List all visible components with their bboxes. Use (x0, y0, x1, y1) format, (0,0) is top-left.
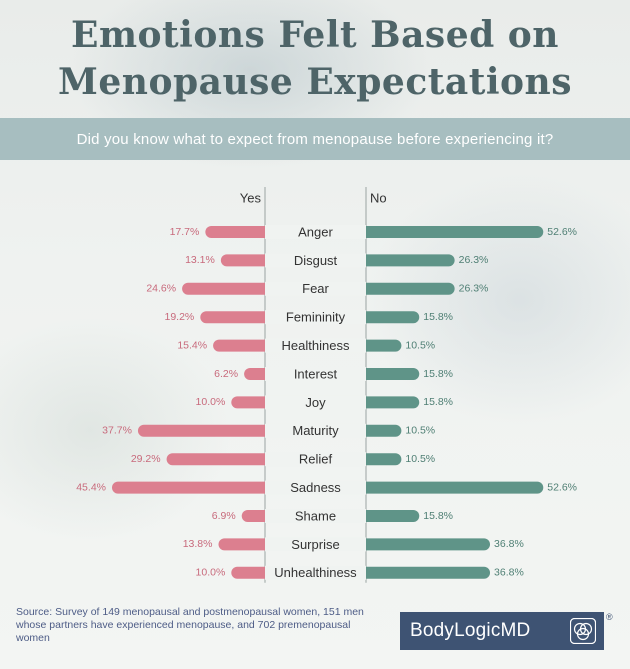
no-bar-sadness (360, 481, 544, 494)
no-value-label-sadness: 52.6% (547, 481, 577, 493)
yes-bar-fear (182, 282, 271, 295)
category-backdrop-femininity (265, 310, 366, 325)
no-bar-fear (360, 282, 455, 295)
category-label-interest: Interest (294, 366, 338, 381)
category-backdrop-relief (265, 452, 366, 467)
category-label-surprise: Surprise (291, 537, 339, 552)
yes-bar-disgust (220, 254, 271, 267)
no-bar-shame (360, 510, 420, 522)
no-value-label-fear: 26.3% (459, 283, 489, 295)
category-label-sadness: Sadness (290, 480, 341, 495)
yes-value-label-fear: 24.6% (146, 283, 176, 295)
category-backdrop-maturity (265, 423, 366, 438)
yes-value-label-healthiness: 15.4% (177, 339, 207, 351)
yes-value-label-femininity: 19.2% (165, 311, 195, 323)
yes-bar-healthiness (213, 339, 271, 352)
no-bar-interest (360, 368, 420, 380)
category-label-maturity: Maturity (292, 423, 339, 438)
yes-value-label-anger: 17.7% (170, 226, 200, 238)
yes-bar-joy (231, 396, 271, 409)
question-text: Did you know what to expect from menopau… (76, 130, 554, 148)
brand-name: BodyLogicMD (410, 620, 531, 641)
title-line-2: Menopause Expectations (58, 61, 572, 103)
no-column-header: No (370, 190, 387, 205)
no-value-label-femininity: 15.8% (423, 311, 453, 323)
yes-bar-surprise (218, 538, 271, 551)
yes-value-label-surprise: 13.8% (183, 538, 213, 550)
yes-bar-sadness (112, 481, 271, 494)
no-value-label-healthiness: 10.5% (405, 339, 435, 351)
registered-mark: ® (606, 612, 613, 622)
category-label-healthiness: Healthiness (282, 338, 350, 353)
category-backdrop-disgust (265, 253, 366, 268)
yes-bar-relief (166, 453, 271, 466)
category-label-joy: Joy (305, 395, 326, 410)
category-backdrop-healthiness (265, 338, 366, 353)
no-bar-surprise (360, 538, 491, 551)
no-value-label-surprise: 36.8% (494, 538, 524, 550)
category-backdrop-joy (265, 395, 366, 410)
yes-column-header: Yes (240, 190, 262, 205)
category-backdrop-interest (265, 367, 366, 381)
category-label-unhealthiness: Unhealthiness (274, 565, 357, 580)
no-bar-anger (360, 226, 544, 238)
category-label-femininity: Femininity (286, 310, 346, 325)
category-backdrop-sadness (265, 480, 366, 495)
no-value-label-unhealthiness: 36.8% (494, 567, 524, 579)
category-backdrop-surprise (265, 537, 366, 552)
category-label-shame: Shame (295, 508, 336, 523)
source-note: Source: Survey of 149 menopausal and pos… (16, 606, 364, 644)
no-bar-unhealthiness (360, 566, 491, 579)
category-backdrop-unhealthiness (265, 565, 366, 580)
yes-bar-femininity (200, 311, 271, 324)
yes-value-label-joy: 10.0% (196, 396, 226, 408)
yes-bar-shame (241, 510, 271, 522)
yes-value-label-disgust: 13.1% (185, 254, 215, 266)
no-bar-femininity (360, 311, 420, 324)
no-bar-relief (360, 453, 402, 466)
yes-bar-maturity (137, 424, 271, 437)
yes-bar-unhealthiness (231, 566, 271, 579)
yes-bar-interest (244, 368, 271, 380)
question-banner: Did you know what to expect from menopau… (0, 118, 630, 160)
category-label-anger: Anger (298, 224, 333, 239)
no-value-label-anger: 52.6% (547, 226, 577, 238)
yes-value-label-maturity: 37.7% (102, 425, 132, 437)
category-label-fear: Fear (302, 281, 329, 296)
no-value-label-interest: 15.8% (423, 368, 453, 380)
no-bar-disgust (360, 254, 455, 267)
category-backdrop-shame (265, 509, 366, 523)
no-value-label-joy: 15.8% (423, 396, 453, 408)
no-value-label-disgust: 26.3% (459, 254, 489, 266)
category-label-disgust: Disgust (294, 253, 338, 268)
yes-value-label-shame: 6.9% (212, 510, 236, 522)
yes-value-label-relief: 29.2% (131, 453, 161, 465)
no-bar-maturity (360, 424, 402, 437)
yes-value-label-interest: 6.2% (214, 368, 238, 380)
no-value-label-maturity: 10.5% (405, 425, 435, 437)
yes-bar-anger (205, 226, 271, 238)
no-value-label-shame: 15.8% (423, 510, 453, 522)
category-label-relief: Relief (299, 452, 333, 467)
brand-mark-icon (570, 618, 596, 644)
title-line-1: Emotions Felt Based on (71, 14, 559, 56)
no-bar-healthiness (360, 339, 402, 352)
no-value-label-relief: 10.5% (405, 453, 435, 465)
no-bar-joy (360, 396, 420, 409)
yes-value-label-unhealthiness: 10.0% (196, 567, 226, 579)
page-title: Emotions Felt Based on Menopause Expecta… (0, 12, 630, 106)
category-backdrop-anger (265, 225, 366, 239)
category-backdrop-fear (265, 281, 366, 296)
brand-logo: BodyLogicMD (400, 612, 604, 650)
yes-value-label-sadness: 45.4% (76, 481, 106, 493)
